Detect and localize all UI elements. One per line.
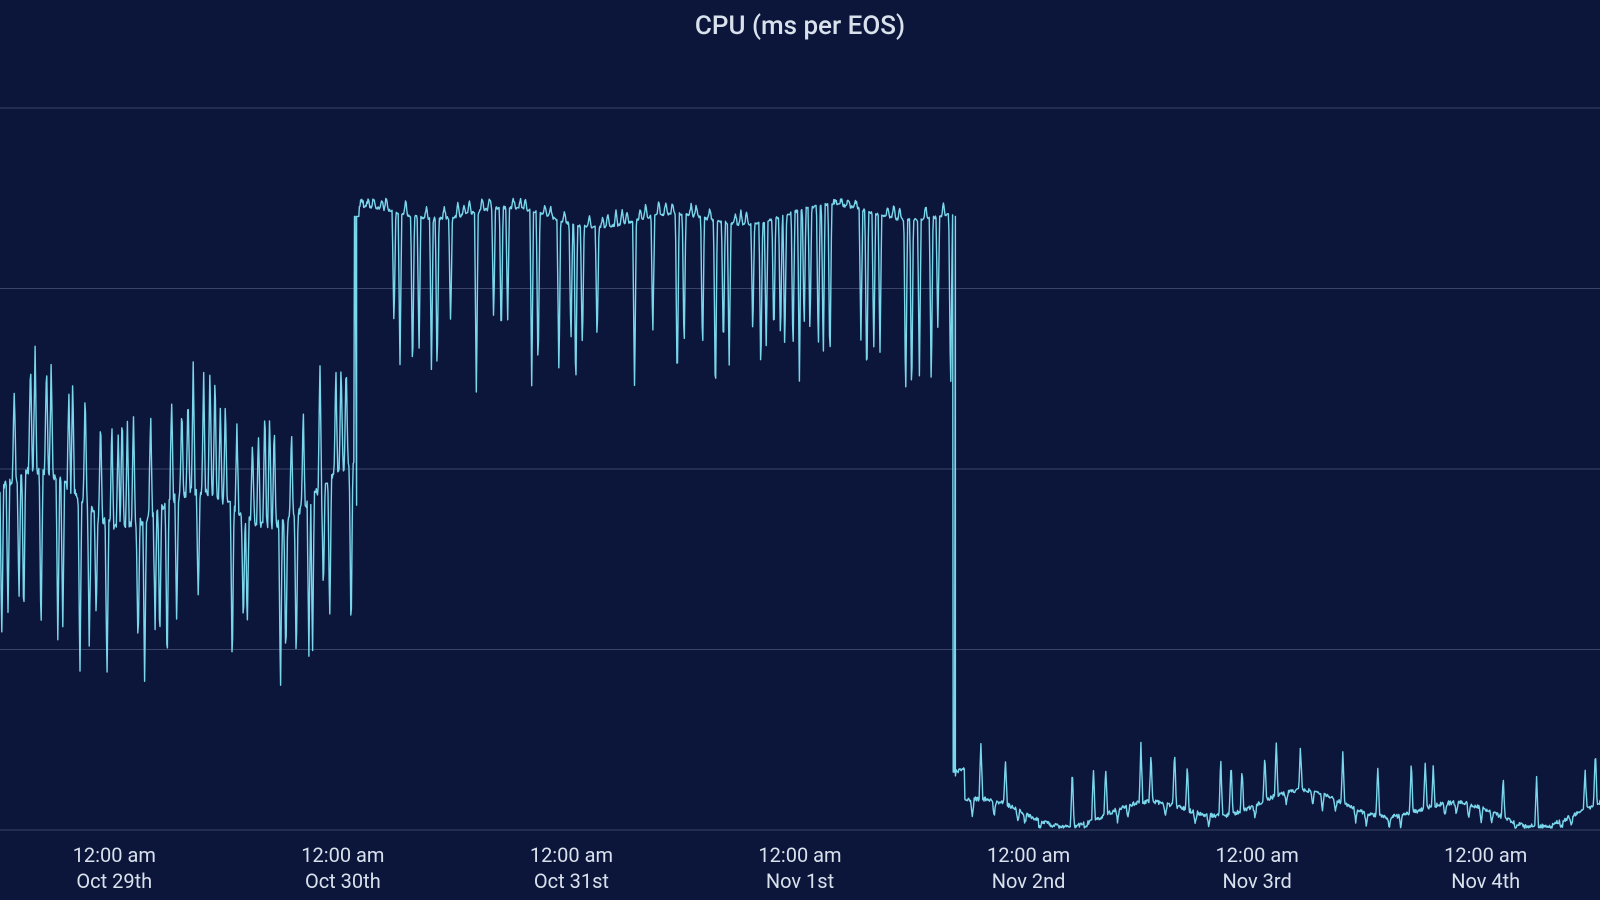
x-tick-date: Oct 31st (534, 869, 609, 893)
x-tick-time: 12:00 am (530, 843, 613, 867)
x-tick-time: 12:00 am (1216, 843, 1299, 867)
x-tick-time: 12:00 am (73, 843, 156, 867)
x-tick-date: Nov 4th (1451, 869, 1520, 893)
chart-background (0, 0, 1600, 900)
chart-title: CPU (ms per EOS) (695, 11, 905, 41)
x-tick-date: Oct 30th (305, 869, 381, 893)
x-tick-time: 12:00 am (1444, 843, 1527, 867)
x-tick-date: Nov 1st (766, 869, 834, 893)
x-tick-time: 12:00 am (987, 843, 1070, 867)
x-tick-time: 12:00 am (758, 843, 841, 867)
x-tick-time: 12:00 am (301, 843, 384, 867)
cpu-timeseries-chart: CPU (ms per EOS)12:00 amOct 29th12:00 am… (0, 0, 1600, 900)
x-tick-date: Nov 3rd (1222, 869, 1291, 893)
x-tick-date: Oct 29th (76, 869, 152, 893)
x-tick-date: Nov 2nd (992, 869, 1066, 893)
